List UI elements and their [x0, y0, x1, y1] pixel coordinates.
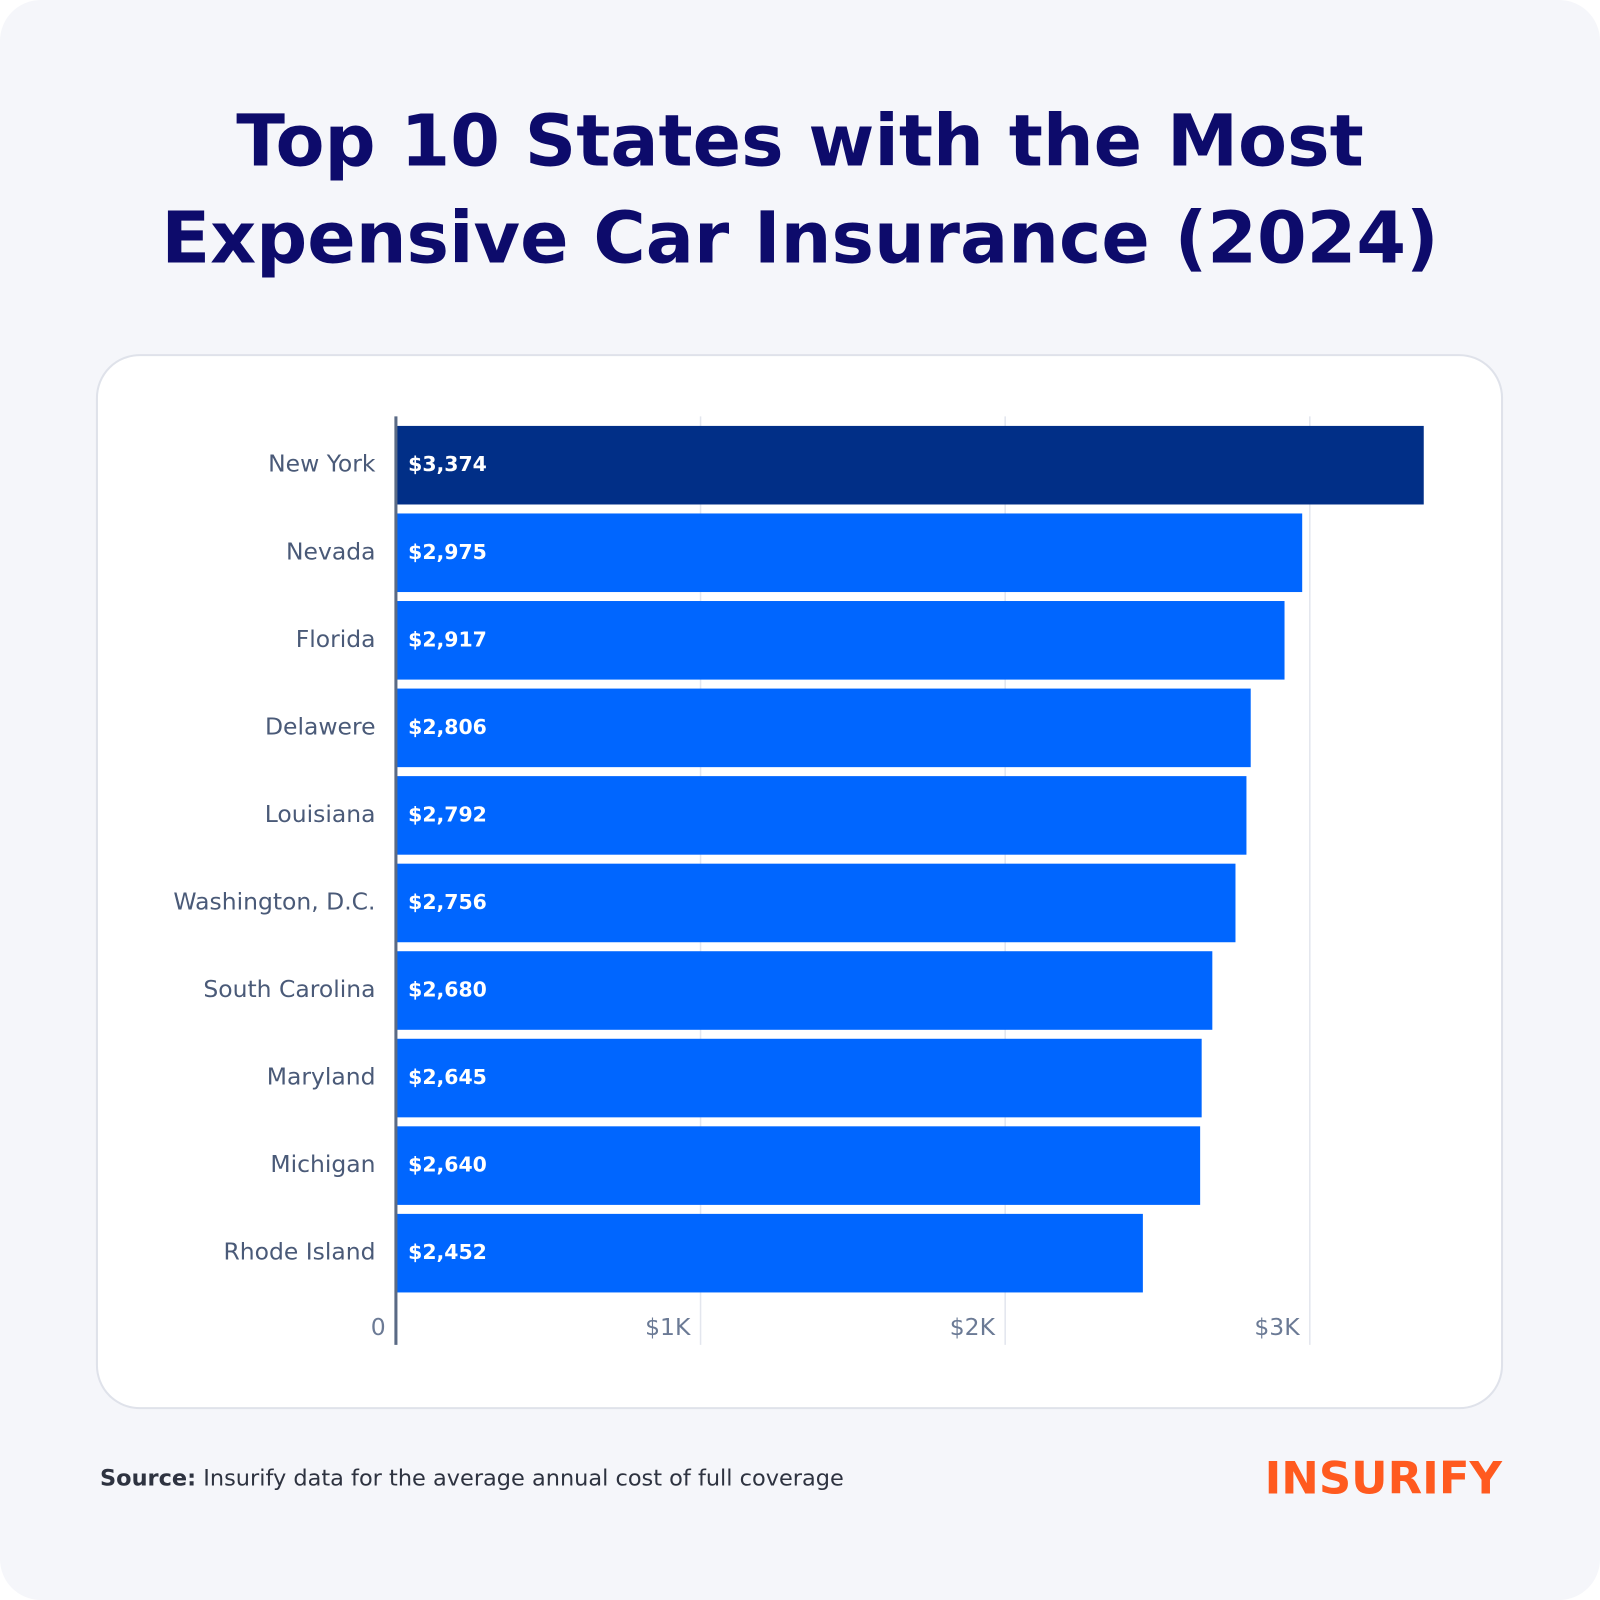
- value-label: $2,645: [408, 1065, 487, 1089]
- category-label: New York: [268, 450, 376, 478]
- category-label: Washington, D.C.: [173, 887, 375, 915]
- category-label: Michigan: [270, 1150, 375, 1178]
- x-tick-label: 0: [371, 1313, 386, 1341]
- chart-title: Expensive Car Insurance (2024): [161, 196, 1438, 279]
- plot-area: 0 $1K $2K $3K New York $3,374 Nevada $2,975 Flor…: [173, 416, 1424, 1345]
- bar: [395, 863, 1236, 943]
- source-text: Insurify data for the average annual cos…: [203, 1465, 844, 1491]
- x-tick-label: $3K: [1254, 1313, 1300, 1341]
- value-label: $3,374: [408, 452, 487, 476]
- source-label: Source:: [100, 1465, 196, 1491]
- value-label: $2,792: [408, 802, 487, 826]
- value-label: $2,680: [408, 978, 487, 1002]
- category-label: Nevada: [286, 537, 375, 565]
- x-tick-label: $2K: [950, 1313, 996, 1341]
- bar: [395, 1213, 1143, 1293]
- value-label: $2,806: [408, 715, 487, 739]
- source-note: Source: Insurify data for the average an…: [100, 1465, 844, 1491]
- category-label: Florida: [296, 625, 376, 653]
- bar: [395, 951, 1213, 1030]
- logo: INSURIFY: [1265, 1452, 1503, 1505]
- value-label: $2,452: [408, 1240, 487, 1264]
- bar: [395, 1038, 1202, 1118]
- bar: [395, 601, 1285, 680]
- chart-title: Top 10 States with the Most: [236, 99, 1363, 182]
- x-tick-label: $1K: [645, 1313, 691, 1341]
- category-label: Delawere: [265, 712, 376, 740]
- bar: [395, 513, 1303, 593]
- value-label: $2,975: [408, 540, 487, 564]
- value-label: $2,917: [408, 627, 487, 651]
- value-label: $2,756: [408, 890, 487, 914]
- category-label: Maryland: [267, 1063, 376, 1091]
- value-label: $2,640: [408, 1153, 487, 1177]
- bar: [395, 776, 1247, 855]
- category-label: Louisiana: [265, 800, 376, 828]
- bar: [395, 1126, 1201, 1205]
- category-label: South Carolina: [203, 975, 375, 1003]
- bar: [395, 688, 1251, 768]
- bar: [395, 425, 1424, 505]
- category-label: Rhode Island: [223, 1238, 375, 1266]
